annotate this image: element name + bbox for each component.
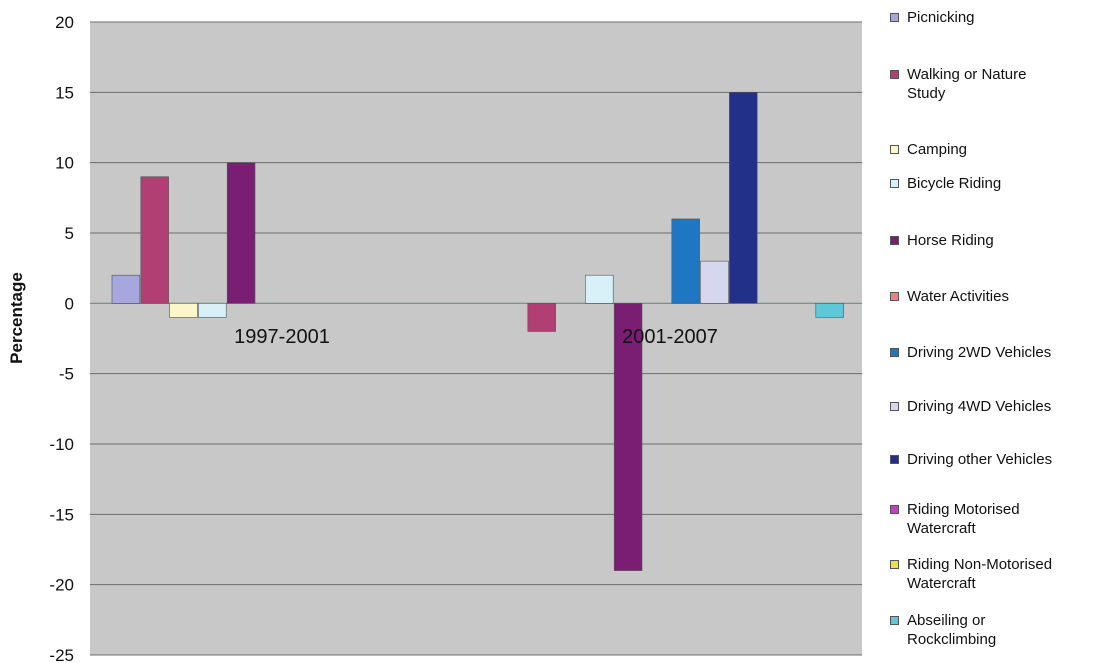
bar-driving-2wd-vehicles-2001-2007 [671, 218, 700, 304]
legend-item: Camping [888, 140, 1109, 159]
legend-label-line: Water Activities [907, 288, 1009, 305]
y-tick-label: 15 [55, 83, 74, 102]
legend-label-line: Bicycle Riding [907, 175, 1002, 192]
legend-item: Abseiling or Rockclimbing [888, 611, 1109, 649]
legend-swatch [890, 348, 899, 357]
bar-chart: -25 -20 -15 -10 -5 0 5 10 15 20 1997-2001 2001-200… [7, 13, 862, 663]
legend-item: Driving 2WD Vehicles [888, 343, 1109, 362]
bar-driving-other-vehicles-2001-2007 [729, 92, 758, 304]
bar-bicycle-riding-2001-2007 [585, 274, 614, 304]
legend-item: Walking or Nature Study [888, 65, 1109, 103]
legend-item: Driving 4WD Vehicles [888, 397, 1109, 416]
category-label: 2001-2007 [622, 326, 718, 348]
legend-swatch [890, 145, 899, 154]
legend-label-line: Watercraft [907, 575, 976, 592]
y-tick-label: -20 [49, 576, 74, 595]
bar-walking-or-nature-study-1997-2001 [140, 176, 169, 304]
legend-label-line: Walking or Nature [907, 66, 1027, 83]
legend-label-line: Driving 2WD Vehicles [907, 344, 1052, 361]
legend-swatch [890, 402, 899, 411]
legend-swatch [890, 70, 899, 79]
category-labels: 1997-2001 2001-2007 [234, 326, 718, 348]
legend-label: Abseiling or Rockclimbing [907, 611, 996, 649]
legend-label-line: Abseiling or [907, 612, 986, 629]
legend-swatch [890, 455, 899, 464]
legend-label-line: Driving other Vehicles [907, 451, 1053, 468]
legend-label-line: Driving 4WD Vehicles [907, 398, 1052, 415]
legend-label: Driving 4WD Vehicles [907, 397, 1051, 416]
legend-swatch [890, 292, 899, 301]
legend-label: Camping [907, 140, 967, 159]
legend-label-line: Camping [907, 141, 968, 158]
legend-label-line: Rockclimbing [907, 631, 997, 648]
legend-label: Water Activities [907, 287, 1009, 306]
legend-label: Driving 2WD Vehicles [907, 343, 1051, 362]
bars [111, 92, 844, 571]
legend-item: Riding Non-Motorised Watercraft [888, 555, 1109, 593]
legend-label: Riding Non-Motorised Watercraft [907, 555, 1052, 593]
y-tick-label: -5 [59, 365, 74, 384]
bar-walking-or-nature-study-2001-2007 [527, 303, 556, 332]
legend-label: Horse Riding [907, 231, 994, 250]
y-tick-label: -10 [49, 435, 74, 454]
legend-swatch [890, 505, 899, 514]
legend-item: Driving other Vehicles [888, 450, 1109, 469]
y-axis-label: Percentage [7, 272, 26, 364]
legend-swatch [890, 236, 899, 245]
bar-horse-riding-2001-2007 [613, 303, 643, 571]
bar-horse-riding-1997-2001 [226, 162, 256, 304]
legend-label-line: Study [907, 85, 946, 102]
bar-camping-1997-2001 [169, 303, 198, 318]
legend-label-line: Horse Riding [907, 232, 994, 249]
category-label: 1997-2001 [234, 326, 330, 348]
y-tick-label: 10 [55, 154, 74, 173]
y-axis-ticks: -25 -20 -15 -10 -5 0 5 10 15 20 [49, 13, 74, 663]
bar-bicycle-riding-1997-2001 [198, 303, 227, 318]
legend-label: Bicycle Riding [907, 174, 1001, 193]
legend-swatch [890, 560, 899, 569]
bar-abseiling-or-rockclimbing-2001-2007 [815, 303, 844, 318]
bar-driving-4wd-vehicles-2001-2007 [700, 260, 729, 304]
y-tick-label: 5 [65, 224, 74, 243]
legend-item: Riding Motorised Watercraft [888, 500, 1109, 538]
legend-label-line: Picnicking [907, 9, 975, 26]
legend-label: Picnicking [907, 8, 975, 27]
y-tick-label: -15 [49, 505, 74, 524]
legend-label: Driving other Vehicles [907, 450, 1052, 469]
legend-item: Water Activities [888, 287, 1109, 306]
legend-swatch [890, 616, 899, 625]
legend-label: Riding Motorised Watercraft [907, 500, 1020, 538]
legend-swatch [890, 179, 899, 188]
legend-item: Bicycle Riding [888, 174, 1109, 193]
legend-item: Picnicking [888, 8, 1109, 27]
legend-swatch [890, 13, 899, 22]
y-tick-label: 20 [55, 13, 74, 32]
bar-picnicking-1997-2001 [111, 274, 141, 304]
y-tick-label: -25 [49, 646, 74, 663]
legend-label-line: Riding Non-Motorised [907, 556, 1053, 573]
legend-label-line: Watercraft [907, 520, 976, 537]
legend-label-line: Riding Motorised [907, 501, 1020, 518]
y-tick-label: 0 [65, 294, 74, 313]
legend-label: Walking or Nature Study [907, 65, 1027, 103]
legend-item: Horse Riding [888, 231, 1109, 250]
